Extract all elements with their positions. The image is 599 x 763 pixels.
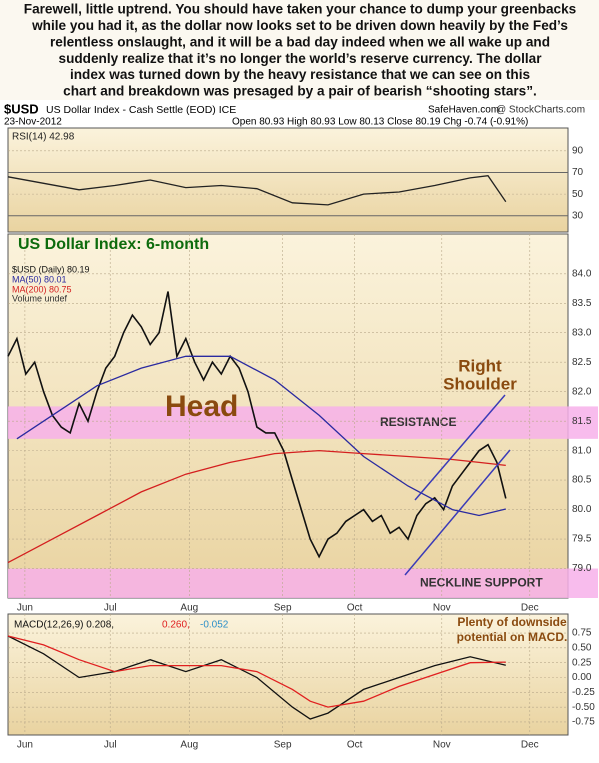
y-tick-label: 50: [572, 189, 584, 200]
x-tick-label: Jun: [17, 740, 33, 751]
series-line: [7, 449, 506, 564]
y-tick-label: 79.5: [572, 534, 592, 545]
y-tick-label: 90: [572, 145, 584, 156]
y-tick-label: 30: [572, 210, 584, 221]
x-tick-label: Jul: [104, 740, 117, 751]
x-tick-label: Jul: [104, 603, 117, 614]
y-tick-label: 80.5: [572, 475, 592, 486]
band: [8, 406, 598, 439]
price-line: [7, 291, 507, 559]
legend-label: MA(50) 80.01: [12, 274, 67, 284]
intro-line: index was turned down by the heavy resis…: [70, 67, 530, 82]
annotation: Shoulder: [443, 374, 517, 393]
intro-line: while you had it, as the dollar now look…: [31, 18, 568, 33]
legend-label: 0.260,: [162, 620, 190, 631]
panel: [7, 127, 569, 233]
x-tick-label: Oct: [347, 603, 363, 614]
y-tick-label: 83.0: [572, 327, 592, 338]
band-label: RESISTANCE: [380, 415, 456, 429]
intro-line: Farewell, little uptrend. You should hav…: [24, 2, 576, 17]
legend-label: MA(200) 80.75: [12, 284, 72, 294]
symbol: $USD: [4, 101, 39, 116]
y-tick-label: 81.0: [572, 445, 592, 456]
source: @ StockCharts.com: [496, 105, 585, 116]
annotation: Plenty of downside: [457, 615, 567, 629]
annotation: Head: [165, 390, 238, 423]
y-tick-label: 82.0: [572, 386, 592, 397]
series-line: [7, 635, 506, 708]
intro-line: chart and breakdown was presaged by a pa…: [63, 84, 537, 99]
intro-line: suddenly realize that it’s no longer the…: [59, 51, 543, 66]
source: SafeHaven.com: [428, 105, 499, 116]
x-tick-label: Jun: [17, 603, 33, 614]
y-tick-label: -0.25: [572, 687, 595, 698]
y-tick-label: 0.25: [572, 657, 592, 668]
channel-line: [404, 449, 511, 576]
y-tick-label: -0.50: [572, 702, 595, 713]
legend-label: MACD(12,26,9) 0.208,: [14, 620, 114, 631]
intro-line: relentless onslaught, and it will be a b…: [50, 34, 550, 49]
band: [8, 568, 598, 598]
quote: Open 80.93 High 80.93 Low 80.13 Close 80…: [232, 117, 528, 128]
chart-title: US Dollar Index: 6-month: [18, 236, 209, 253]
x-tick-label: Nov: [433, 603, 451, 614]
series-line: [7, 635, 506, 720]
band-label: NECKLINE SUPPORT: [420, 575, 543, 589]
y-tick-label: 79.0: [572, 563, 592, 574]
x-tick-label: Dec: [521, 603, 539, 614]
y-tick-label: 83.5: [572, 298, 592, 309]
y-tick-label: 0.50: [572, 643, 592, 654]
x-tick-label: Oct: [347, 740, 363, 751]
date: 23-Nov-2012: [4, 117, 62, 128]
y-tick-label: 82.5: [572, 357, 592, 368]
annotation: Right: [458, 356, 502, 375]
panel: [7, 613, 569, 736]
series-line: [16, 355, 506, 517]
y-tick-label: -0.75: [572, 717, 595, 728]
intro-bg: [0, 0, 599, 100]
y-tick-label: 0.75: [572, 628, 592, 639]
panels: 30 50 70 90 RSI(14) 42.98 RESISTANCE NECKLINE …: [7, 127, 598, 751]
series-line: [7, 175, 507, 206]
annotation: -0.052: [200, 620, 229, 631]
channel-line: [414, 394, 506, 501]
x-tick-label: Sep: [274, 603, 292, 614]
x-tick-label: Nov: [433, 740, 451, 751]
index-name: US Dollar Index - Cash Settle (EOD) ICE: [46, 104, 236, 116]
x-tick-label: Aug: [180, 740, 198, 751]
y-tick-label: 81.5: [572, 416, 592, 427]
x-tick-label: Sep: [274, 740, 292, 751]
y-tick-label: 80.0: [572, 504, 592, 515]
intro: Farewell, little uptrend. You should hav…: [24, 2, 576, 99]
legend-label: RSI(14) 42.98: [12, 132, 75, 143]
annotation: Volume undef: [12, 293, 68, 303]
y-tick-label: 70: [572, 167, 584, 178]
y-tick-label: 0.00: [572, 672, 592, 683]
x-tick-label: Aug: [180, 603, 198, 614]
legend-label: $USD (Daily) 80.19: [12, 264, 90, 274]
y-tick-label: 84.0: [572, 268, 592, 279]
x-tick-label: Dec: [521, 740, 539, 751]
annotation: potential on MACD.: [457, 630, 568, 644]
